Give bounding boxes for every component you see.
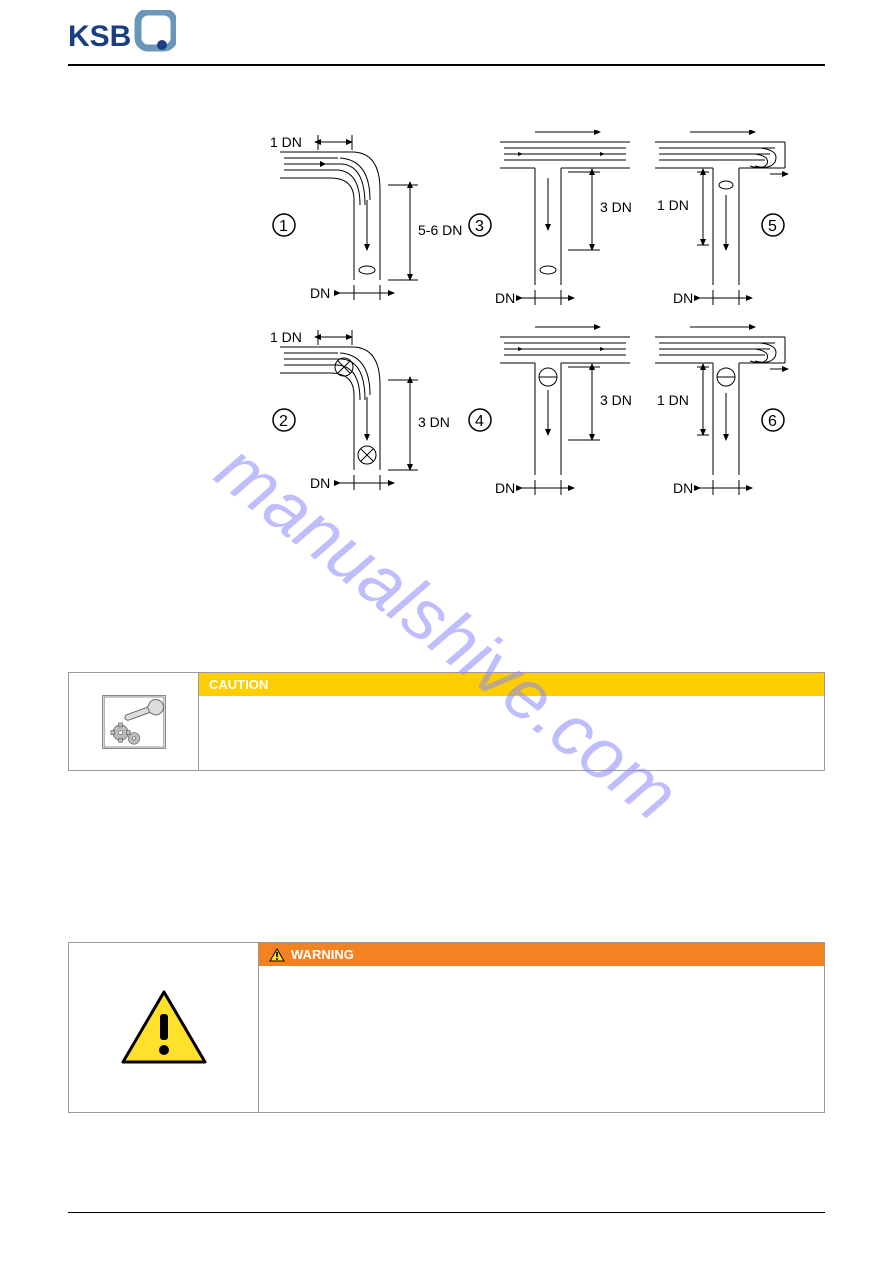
- fig-11-caption: Fig. 11: Straight pipe sections upstream…: [270, 545, 703, 557]
- header-section-text: 5 Installation at Site: [703, 30, 825, 45]
- caution-icon-cell: [69, 673, 199, 770]
- svg-text:4: 4: [475, 413, 484, 430]
- svg-text:3: 3: [475, 218, 484, 235]
- warning-text: Unused or incorrect auxiliary connection…: [259, 966, 824, 1112]
- warning-mini-icon: [269, 948, 285, 962]
- diag4-dn: DN: [495, 480, 515, 496]
- diag1-1dn: 1 DN: [270, 134, 302, 150]
- diag2-3dn: 3 DN: [418, 414, 450, 430]
- ksb-logo: KSB: [68, 10, 176, 56]
- svg-text:1: 1: [279, 218, 288, 235]
- caution-label: CAUTION: [199, 673, 824, 696]
- logo-text: KSB: [68, 20, 131, 53]
- diag1-dn: DN: [310, 285, 330, 301]
- diag2-dn: DN: [310, 475, 330, 491]
- footer-product: Etaline: [791, 1221, 825, 1233]
- warning-box: WARNING Unused or incorrect auxiliary co…: [68, 942, 825, 1113]
- diag2-1dn: 1 DN: [270, 329, 302, 345]
- diag3-dn: DN: [495, 290, 515, 306]
- diag5-1dn: 1 DN: [657, 197, 689, 213]
- warning-triangle-icon: [119, 988, 209, 1068]
- installation-diagram: 1 DN 5-6 DN DN 1: [270, 130, 790, 510]
- svg-text:5: 5: [768, 218, 777, 235]
- footer-page: 30 of 72: [68, 1221, 108, 1233]
- svg-text:6: 6: [768, 413, 777, 430]
- diag1-56dn: 5-6 DN: [418, 222, 462, 238]
- page-footer: 30 of 72 Etaline: [68, 1212, 825, 1233]
- warning-icon-cell: [69, 943, 259, 1112]
- wrench-gear-icon: [102, 695, 166, 749]
- page-header: KSB 5 Installation at Site: [68, 10, 825, 66]
- note-1: Install the pump so that the direction-o…: [270, 800, 803, 818]
- diag3-3dn: 3 DN: [600, 199, 632, 215]
- diag5-dn: DN: [673, 290, 693, 306]
- svg-text:2: 2: [279, 413, 288, 430]
- caution-box: CAUTION Incorrect direction of flow and …: [68, 672, 825, 771]
- section-5-7-1-3-title: 5.7.1.3 Permissible installation positio…: [270, 98, 626, 114]
- diag6-dn: DN: [673, 480, 693, 496]
- diag6-1dn: 1 DN: [657, 392, 689, 408]
- caution-text: Incorrect direction of flow and rotation…: [199, 696, 824, 770]
- section-5-7-2-title: 5.7.2 Auxiliary connections: [68, 880, 235, 895]
- diag4-3dn: 3 DN: [600, 392, 632, 408]
- warning-label: WARNING: [259, 943, 824, 966]
